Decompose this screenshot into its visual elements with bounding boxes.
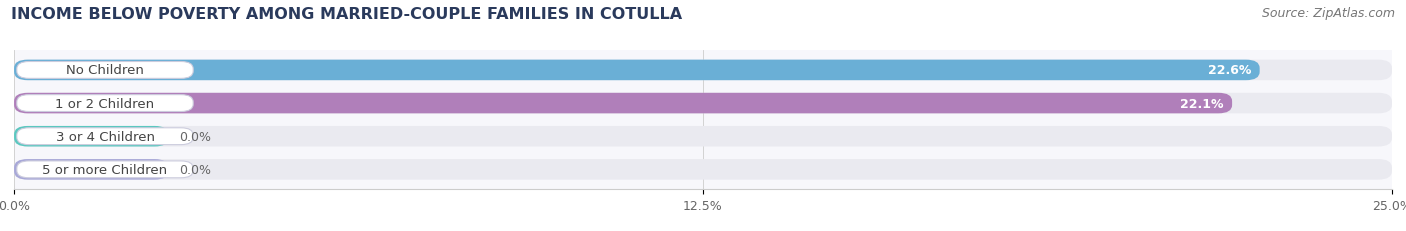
- Text: 5 or more Children: 5 or more Children: [42, 163, 167, 176]
- Text: No Children: No Children: [66, 64, 143, 77]
- FancyBboxPatch shape: [17, 128, 193, 145]
- Text: 3 or 4 Children: 3 or 4 Children: [55, 130, 155, 143]
- Text: 1 or 2 Children: 1 or 2 Children: [55, 97, 155, 110]
- Text: 22.1%: 22.1%: [1181, 97, 1223, 110]
- Text: 0.0%: 0.0%: [180, 163, 211, 176]
- FancyBboxPatch shape: [14, 60, 1392, 81]
- FancyBboxPatch shape: [17, 161, 193, 178]
- Text: Source: ZipAtlas.com: Source: ZipAtlas.com: [1261, 7, 1395, 20]
- FancyBboxPatch shape: [14, 93, 1392, 114]
- Text: 22.6%: 22.6%: [1208, 64, 1251, 77]
- FancyBboxPatch shape: [17, 62, 193, 79]
- FancyBboxPatch shape: [14, 126, 1392, 147]
- Text: 0.0%: 0.0%: [180, 130, 211, 143]
- FancyBboxPatch shape: [14, 60, 1260, 81]
- FancyBboxPatch shape: [14, 159, 169, 180]
- FancyBboxPatch shape: [17, 95, 193, 112]
- FancyBboxPatch shape: [14, 126, 169, 147]
- FancyBboxPatch shape: [14, 159, 1392, 180]
- FancyBboxPatch shape: [14, 93, 1232, 114]
- Text: INCOME BELOW POVERTY AMONG MARRIED-COUPLE FAMILIES IN COTULLA: INCOME BELOW POVERTY AMONG MARRIED-COUPL…: [11, 7, 682, 22]
